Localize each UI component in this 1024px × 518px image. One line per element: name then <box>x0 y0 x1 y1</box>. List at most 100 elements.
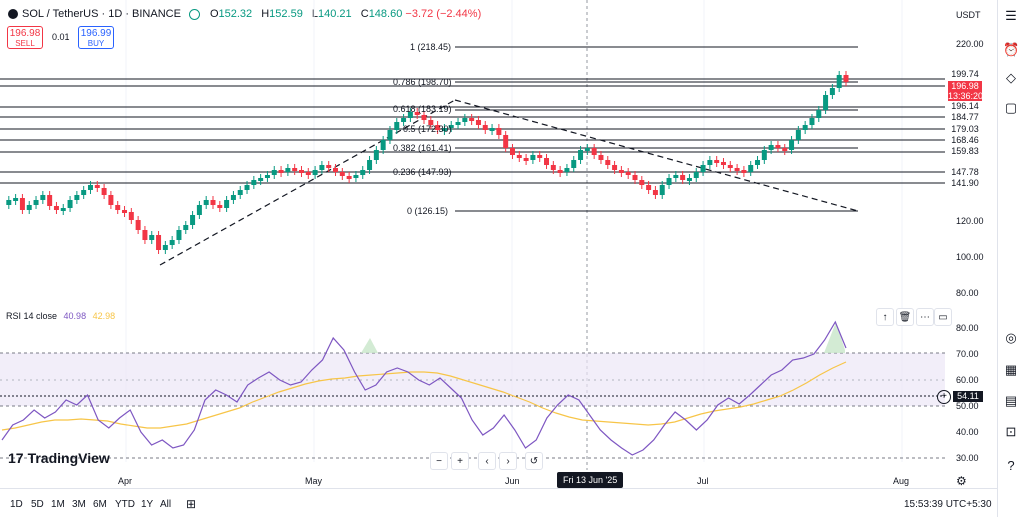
candle-body <box>802 125 808 130</box>
timeframe-1d[interactable]: 1D <box>10 499 23 510</box>
rsi-value: 40.98 <box>63 311 87 321</box>
timeframe-6m[interactable]: 6M <box>93 499 107 510</box>
sell-button[interactable]: 196.98 SELL <box>7 26 43 49</box>
candle-body <box>680 175 686 180</box>
candle-body <box>128 212 134 220</box>
trend-line-up <box>159 99 456 266</box>
candle-body <box>339 172 345 176</box>
timeframe-ytd[interactable]: YTD <box>115 499 135 510</box>
candle-body <box>6 200 12 205</box>
candle-body <box>700 165 706 172</box>
candle-body <box>843 75 849 82</box>
rsi-axis-label: 40.00 <box>956 427 979 437</box>
candle-body <box>816 110 822 118</box>
buy-button[interactable]: 196.99 BUY <box>78 26 114 49</box>
alerts-icon[interactable]: ⏰ <box>1003 42 1020 57</box>
candle-body <box>196 205 202 215</box>
candle-body <box>448 125 454 128</box>
move-up-icon[interactable]: ↑ <box>876 308 894 326</box>
currency-label[interactable]: USDT <box>956 10 981 20</box>
scroll-right-button[interactable]: › <box>499 452 517 470</box>
candle-body <box>584 148 590 151</box>
calendar-icon[interactable]: ▦ <box>1004 362 1018 377</box>
open-label: O <box>209 8 219 20</box>
candle-body <box>183 225 189 230</box>
timeframe-all[interactable]: All <box>160 499 172 510</box>
chat-icon[interactable]: ▢ <box>1004 100 1018 115</box>
crosshair-date: Fri 13 Jun '25 <box>557 472 624 488</box>
price-tag: 147.78 <box>948 167 982 178</box>
candle-body <box>380 140 386 150</box>
more-icon[interactable]: ⋯ <box>916 308 934 326</box>
candle-body <box>795 130 801 140</box>
candle-body <box>639 180 645 185</box>
candle-body <box>373 150 379 160</box>
add-alert-icon[interactable]: + <box>937 390 951 404</box>
candle-body <box>578 150 584 160</box>
rsi-legend[interactable]: RSI 14 close 40.98 42.98 <box>6 311 115 321</box>
tradingview-logo[interactable]: 17 TradingView <box>8 450 110 466</box>
candle-body <box>87 185 93 190</box>
candle-body <box>407 112 413 118</box>
symbol-title[interactable]: SOL / TetherUS · 1D · BINANCE <box>22 8 181 20</box>
candle-body <box>768 145 774 150</box>
candle-body <box>33 200 39 205</box>
candle-body <box>598 155 604 160</box>
data-window-icon[interactable]: ⊡ <box>1005 424 1017 439</box>
close-value: 148.60 <box>368 8 403 20</box>
rsi-current-tag: 54.11 <box>953 391 983 402</box>
candle-body <box>686 178 692 181</box>
candle-body <box>652 190 658 195</box>
price-axis-label: 120.00 <box>956 216 984 226</box>
candle-body <box>782 148 788 151</box>
reset-chart-button[interactable]: ↺ <box>525 452 543 470</box>
candle-body <box>149 235 155 240</box>
chart-header: SOL / TetherUS · 1D · BINANCE O152.32 H1… <box>8 6 481 22</box>
visibility-icon[interactable] <box>188 8 200 20</box>
help-icon[interactable]: ? <box>1007 458 1015 473</box>
candle-body <box>74 195 80 200</box>
layers-icon[interactable]: ◇ <box>1006 70 1016 85</box>
candle-body <box>115 205 121 210</box>
candle-body <box>482 125 488 130</box>
notes-icon[interactable]: ▤ <box>1004 393 1018 408</box>
price-tag: 168.46 <box>948 135 982 146</box>
watchlist-icon[interactable]: ☰ <box>1005 8 1017 23</box>
price-chart[interactable] <box>0 0 998 490</box>
scroll-left-button[interactable]: ‹ <box>478 452 496 470</box>
settings-icon[interactable]: ⚙ <box>956 474 967 488</box>
candle-body <box>401 118 407 122</box>
ideas-icon[interactable]: ◎ <box>1005 330 1017 345</box>
zoom-in-button[interactable]: + <box>451 452 469 470</box>
time-axis-label: Apr <box>118 476 133 486</box>
timeframe-1y[interactable]: 1Y <box>141 499 154 510</box>
candle-body <box>414 112 420 115</box>
candle-body <box>469 118 475 121</box>
delete-icon[interactable]: 🗑 <box>896 308 914 326</box>
candle-body <box>646 185 652 190</box>
candle-body <box>326 165 332 168</box>
candle-body <box>544 158 550 165</box>
time-axis-label: Jul <box>697 476 709 486</box>
timeframe-1m[interactable]: 1M <box>51 499 65 510</box>
price-axis-label: 100.00 <box>956 252 984 262</box>
timeframe-5d[interactable]: 5D <box>31 499 44 510</box>
maximize-icon[interactable]: ▭ <box>934 308 952 326</box>
candle-body <box>142 230 148 240</box>
candle-body <box>19 198 25 210</box>
bottom-toolbar: 1D 5D 1M 3M 6M YTD 1Y All ⊞ 15:53:39 UTC… <box>0 488 1024 518</box>
candle-body <box>659 185 665 195</box>
date-range-icon[interactable]: ⊞ <box>186 497 197 511</box>
fib-lines <box>455 46 858 212</box>
candle-body <box>673 175 679 178</box>
candle-body <box>346 176 352 179</box>
low-label: L <box>311 8 319 20</box>
open-value: 152.32 <box>218 8 253 20</box>
candle-body <box>809 118 815 125</box>
candle-body <box>714 160 720 163</box>
time-axis-label: Jun <box>505 476 520 486</box>
timeframe-3m[interactable]: 3M <box>72 499 86 510</box>
candle-body <box>81 190 87 195</box>
zoom-out-button[interactable]: − <box>430 452 448 470</box>
time-axis-label: May <box>305 476 323 486</box>
